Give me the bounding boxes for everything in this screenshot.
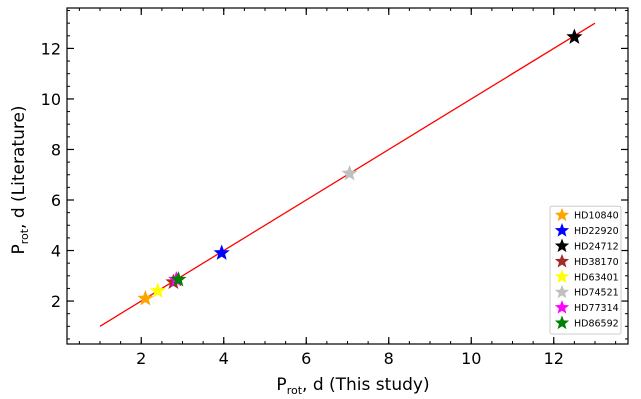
legend-label-hd10840: HD10840 [574,211,619,222]
y-tick-label: 2 [51,292,61,311]
legend-marker-hd77314 [554,300,570,314]
legend-label-hd22920: HD22920 [574,226,619,237]
y-axis-label: Prot, d (Literature) [9,105,31,254]
legend-label-hd63401: HD63401 [574,272,619,283]
x-tick-label: 4 [219,349,229,368]
legend-marker-hd86592 [554,315,570,330]
x-tick-label: 8 [384,349,394,368]
legend-label-hd74521: HD74521 [574,288,619,299]
legend-marker-hd22920 [554,223,570,237]
data-point-hd22920 [213,244,230,260]
y-tick-label: 10 [41,90,61,109]
legend-label-hd24712: HD24712 [574,242,619,253]
x-tick-label: 6 [301,349,311,368]
x-tick-label: 2 [136,349,146,368]
legend-marker-hd38170 [554,253,570,268]
y-tick-label: 6 [51,191,61,210]
legend-box [549,205,622,335]
x-tick-label: 10 [461,349,481,368]
axes: 2 4 6 8 10 12 2 4 6 8 10 12 [41,7,629,368]
legend-marker-hd74521 [554,284,570,299]
x-axis-label: Prot, d (This study) [276,375,429,397]
data-markers [137,28,583,306]
legend-marker-hd10840 [554,207,570,222]
legend-marker-hd63401 [554,269,570,283]
y-tick-label: 4 [51,242,61,261]
legend: HD10840 HD22920 HD24712 HD38170 HD63401 HD745… [549,205,622,335]
data-point-hd86592 [170,271,187,287]
y-tick-label: 12 [41,39,61,58]
y-tick-label: 8 [51,140,61,159]
legend-label-hd38170: HD38170 [574,257,619,268]
data-point-hd63401 [149,282,166,298]
data-point-hd74521 [341,164,358,181]
data-point-hd24712 [566,28,583,44]
legend-marker-hd24712 [554,238,570,253]
legend-label-hd86592: HD86592 [574,319,619,330]
legend-label-hd77314: HD77314 [574,303,619,314]
data-point-hd10840 [137,290,154,306]
x-tick-label: 12 [544,349,564,368]
